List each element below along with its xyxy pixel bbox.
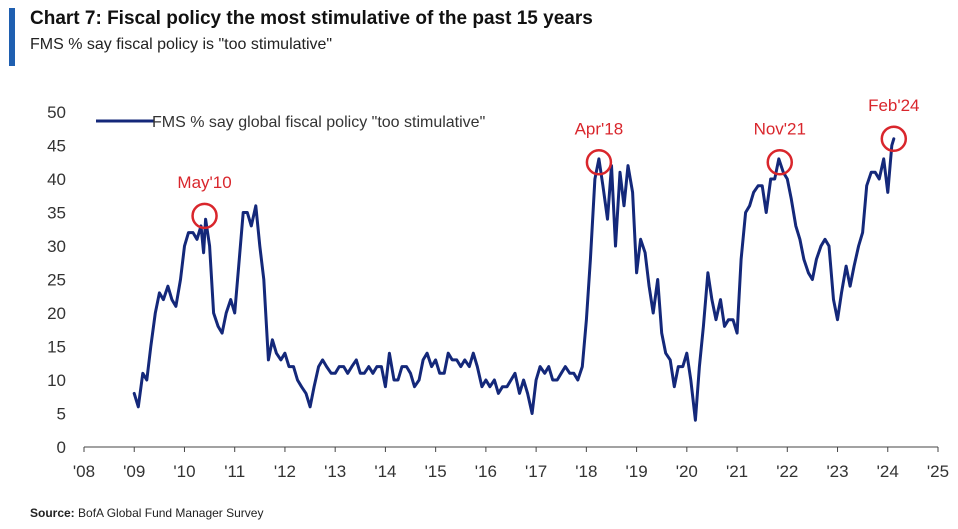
x-tick-label: '20 bbox=[676, 462, 698, 481]
x-tick-label: '23 bbox=[826, 462, 848, 481]
y-tick-label: 50 bbox=[47, 103, 66, 122]
x-tick-label: '10 bbox=[173, 462, 195, 481]
y-tick-label: 45 bbox=[47, 137, 66, 156]
annotation-circle bbox=[585, 149, 613, 176]
y-tick-label: 40 bbox=[47, 170, 66, 189]
legend: FMS % say global fiscal policy "too stim… bbox=[96, 114, 485, 131]
chart-subtitle: FMS % say fiscal policy is "too stimulat… bbox=[30, 36, 333, 53]
annotation-circle bbox=[191, 202, 218, 230]
series-line bbox=[132, 137, 896, 422]
x-tick-label: '12 bbox=[274, 462, 296, 481]
x-tick-label: '14 bbox=[374, 462, 396, 481]
y-tick-label: 30 bbox=[47, 237, 66, 256]
x-tick-label: '25 bbox=[927, 462, 949, 481]
annotation-label: Feb'24 bbox=[868, 96, 919, 115]
x-tick-label: '11 bbox=[224, 462, 245, 481]
y-tick-label: 5 bbox=[57, 405, 66, 424]
x-tick-label: '17 bbox=[525, 462, 547, 481]
y-tick-label: 35 bbox=[47, 204, 66, 223]
x-tick-label: '13 bbox=[324, 462, 346, 481]
annotation-circle bbox=[880, 125, 908, 153]
annotation-label: May'10 bbox=[177, 173, 231, 192]
title-accent-bar bbox=[9, 8, 15, 66]
y-tick-label: 10 bbox=[47, 371, 66, 390]
y-axis: 0 5 10 15 20 25 30 35 40 45 50 bbox=[47, 103, 66, 457]
annotation-label: Apr'18 bbox=[575, 119, 624, 138]
y-tick-label: 20 bbox=[47, 304, 66, 323]
x-tick-label: '09 bbox=[123, 462, 145, 481]
chart-title: Chart 7: Fiscal policy the most stimulat… bbox=[30, 8, 593, 29]
source-text: BofA Global Fund Manager Survey bbox=[78, 506, 264, 520]
x-tick-label: '18 bbox=[575, 462, 597, 481]
annotations-group: May'10 Apr'18 Nov'21 Feb'24 bbox=[177, 96, 920, 230]
annotation-label: Nov'21 bbox=[754, 119, 806, 138]
x-tick-label: '08 bbox=[73, 462, 95, 481]
annotation-circle bbox=[766, 149, 794, 176]
y-tick-label: 25 bbox=[47, 271, 66, 290]
x-tick-label: '21 bbox=[726, 462, 748, 481]
source-note: Source: BofA Global Fund Manager Survey bbox=[30, 506, 263, 520]
x-tick-label: '22 bbox=[776, 462, 798, 481]
x-tick-label: '15 bbox=[425, 462, 447, 481]
x-axis: '08 '09 '10 '11 '12 '13 '14 '15 '16 '17 '18 '19 '20 '… bbox=[73, 447, 949, 481]
x-tick-label: '24 bbox=[877, 462, 899, 481]
y-tick-label: 0 bbox=[57, 438, 66, 457]
x-tick-label: '19 bbox=[626, 462, 648, 481]
legend-label: FMS % say global fiscal policy "too stim… bbox=[152, 114, 485, 131]
x-tick-label: '16 bbox=[475, 462, 497, 481]
y-tick-label: 15 bbox=[47, 338, 66, 357]
series-group bbox=[132, 137, 896, 422]
source-label: Source: bbox=[30, 506, 75, 520]
